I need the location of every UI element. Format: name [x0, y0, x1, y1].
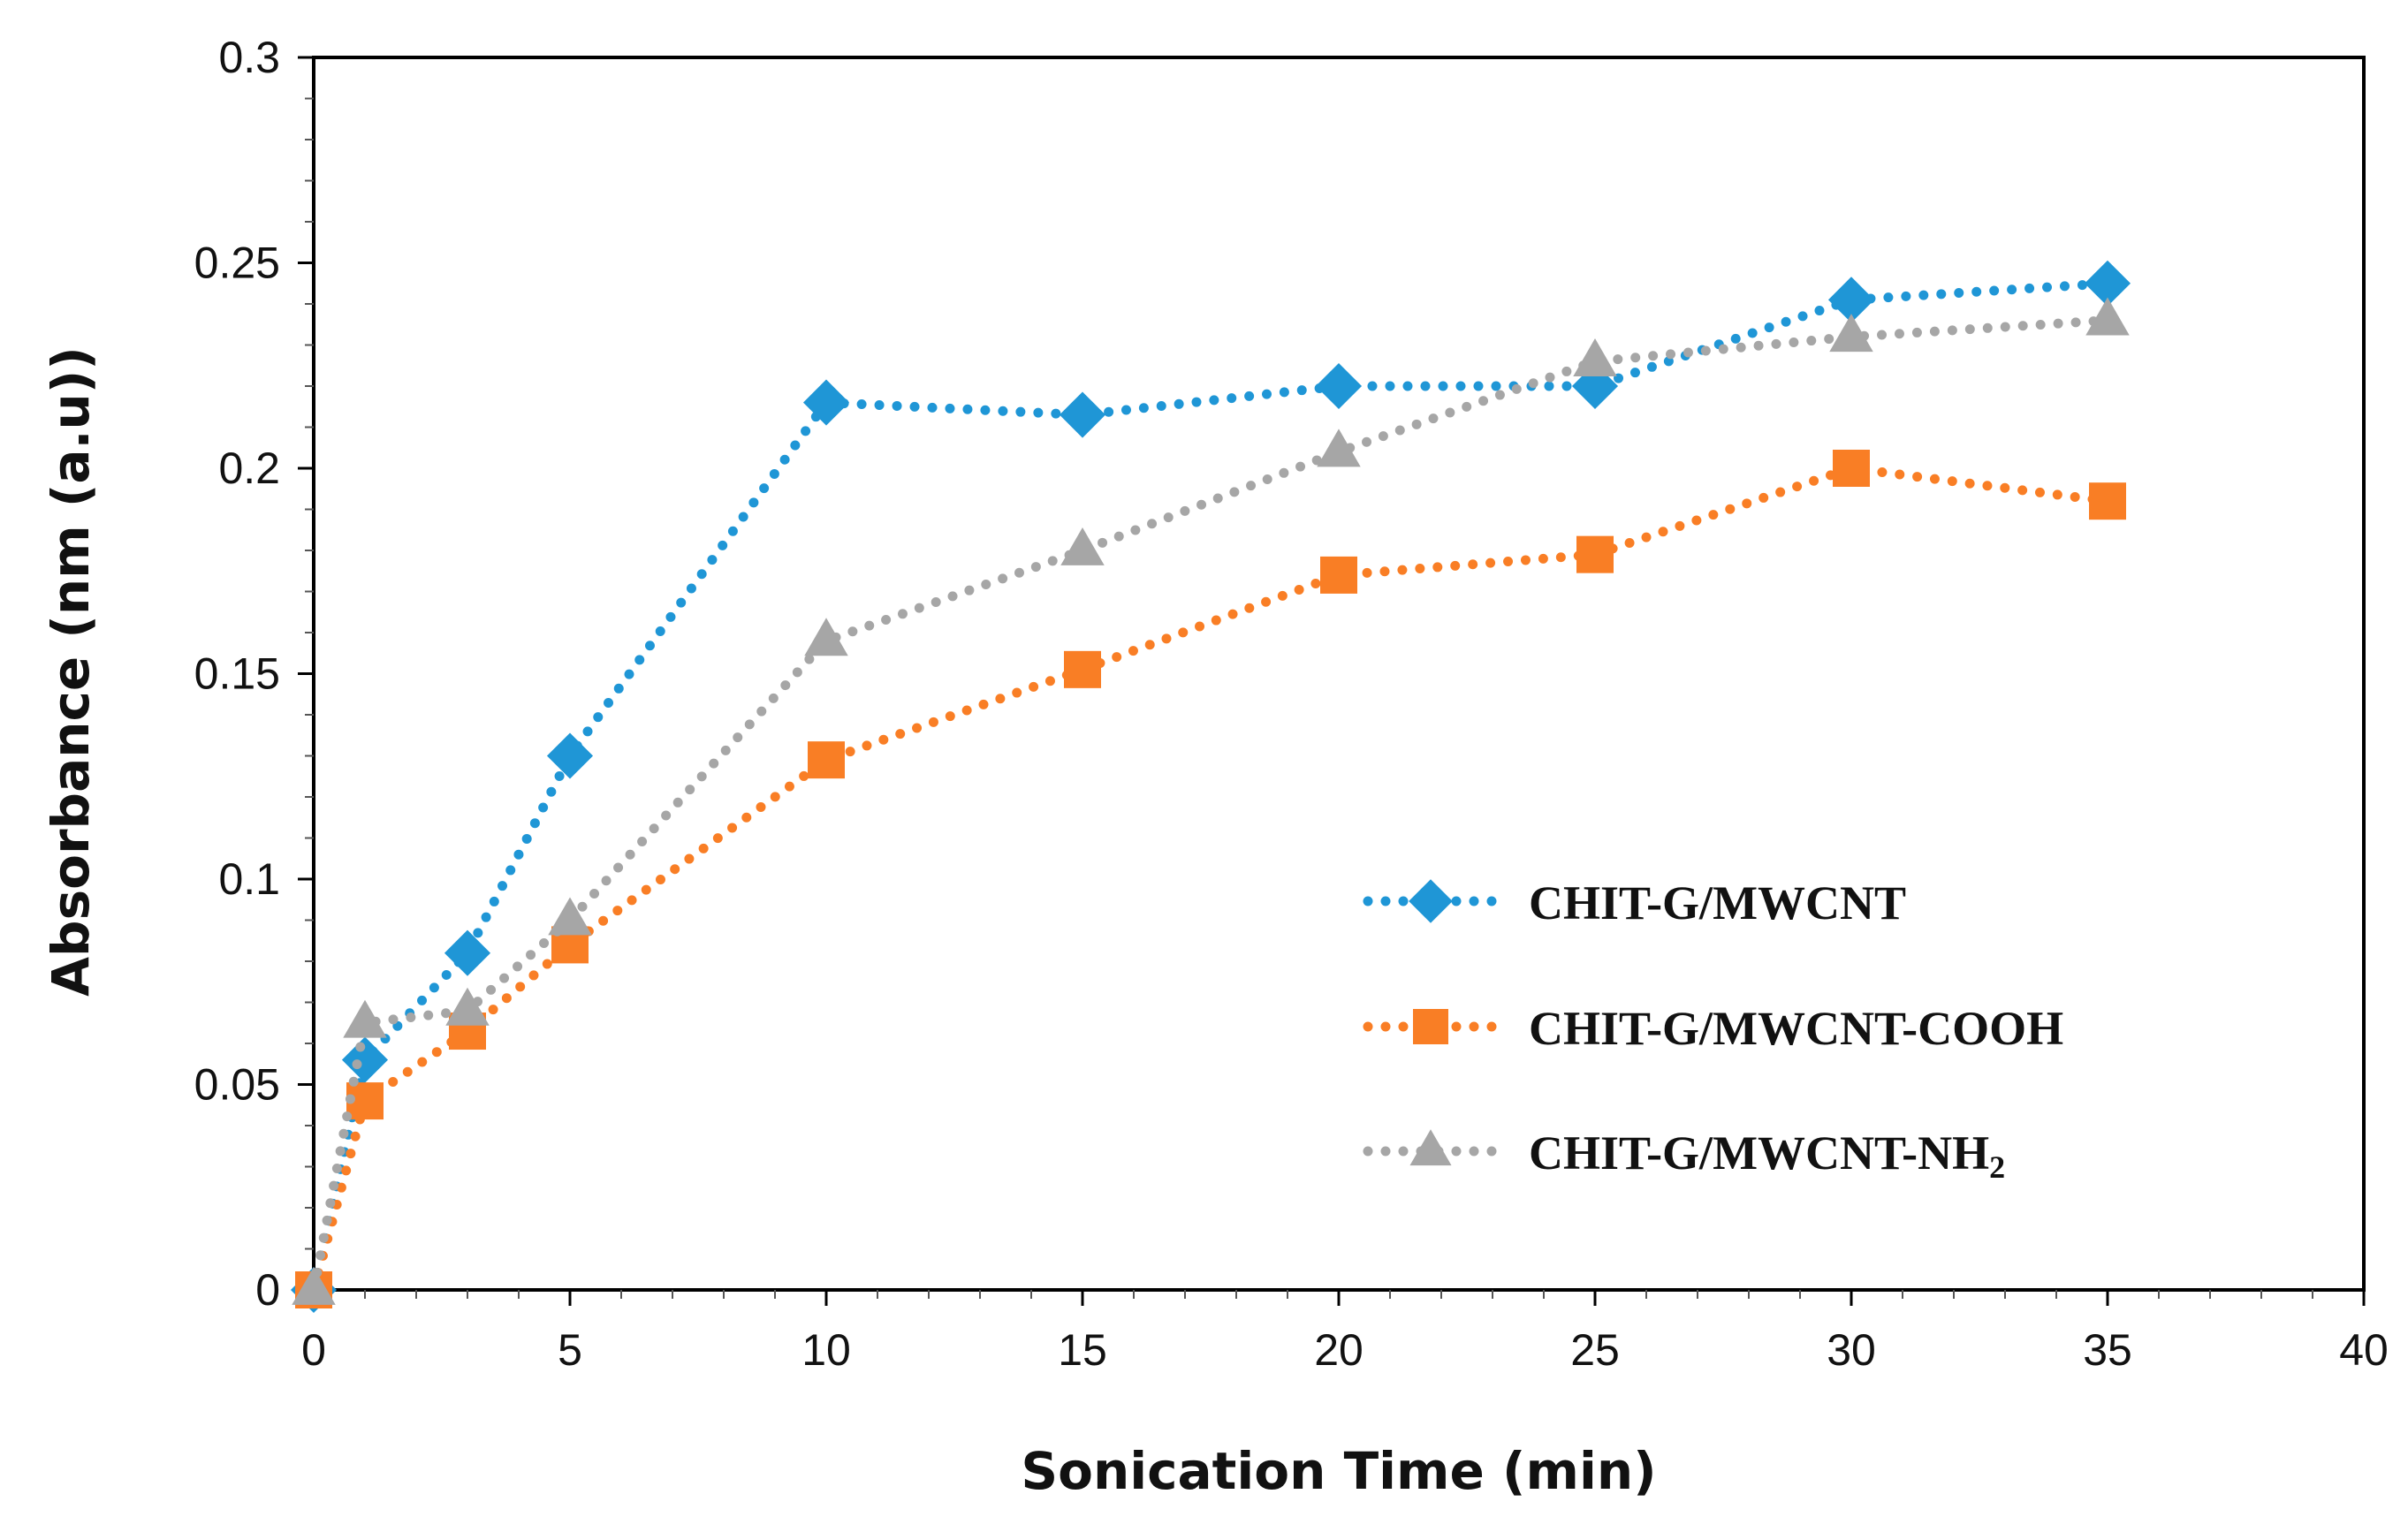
data-point	[1573, 338, 1617, 377]
data-point	[343, 999, 387, 1038]
legend: CHIT-G/MWCNT CHIT-G/MWCNT-COOH CHIT-G/MWCN…	[1363, 876, 2063, 1185]
series-layer	[290, 260, 2131, 1314]
data-point	[1064, 650, 1101, 688]
legend-item: CHIT-G/MWCNT-NH2	[1363, 1126, 2005, 1185]
x-tick-label: 25	[1570, 1325, 1620, 1375]
data-point	[1320, 556, 1357, 594]
data-point	[1829, 314, 1873, 353]
plot-area	[312, 56, 2366, 1292]
y-axis-title: Absorbance (nm (a.u))	[41, 346, 101, 997]
legend-marker	[1409, 1129, 1452, 1166]
series-3	[292, 297, 2130, 1305]
y-tick-label: 0.25	[194, 239, 280, 288]
data-point	[808, 741, 845, 779]
x-axis-title: Sonication Time (min)	[1021, 1441, 1656, 1501]
data-point	[1576, 535, 1614, 573]
data-point	[1059, 391, 1106, 438]
y-tick-label: 0.1	[218, 854, 280, 904]
series-1	[290, 260, 2131, 1314]
y-tick-label: 0	[255, 1265, 280, 1315]
series-line	[308, 278, 2113, 1295]
x-tick-label: 15	[1058, 1325, 1107, 1375]
legend-item: CHIT-G/MWCNT	[1363, 876, 1906, 929]
data-point	[2085, 297, 2130, 336]
legend-marker	[1413, 1009, 1448, 1044]
legend-subscript: 2	[1989, 1149, 2005, 1185]
y-tick-label: 0.15	[194, 649, 280, 699]
x-tick-label: 35	[2083, 1325, 2132, 1375]
y-axis-ticks: 0 0.05 0.1 0.15 0.2 0.25 0.3	[194, 33, 314, 1315]
legend-item: CHIT-G/MWCNT-COOH	[1363, 1002, 2063, 1055]
x-tick-label: 5	[558, 1325, 582, 1375]
y-tick-label: 0.3	[218, 33, 280, 82]
data-point	[341, 1036, 389, 1083]
minor-ticks	[305, 97, 2313, 1299]
data-point	[548, 897, 592, 936]
data-point	[1315, 362, 1363, 410]
data-point	[1317, 429, 1361, 467]
data-point	[444, 929, 491, 976]
legend-label: CHIT-G/MWCNT-COOH	[1529, 1002, 2063, 1055]
x-tick-label: 30	[1827, 1325, 1876, 1375]
legend-label: CHIT-G/MWCNT	[1529, 876, 1906, 929]
series-line	[308, 315, 2113, 1295]
data-point	[2084, 260, 2131, 307]
series-line	[308, 463, 2113, 1295]
legend-label: CHIT-G/MWCNT-NH2	[1529, 1126, 2005, 1185]
y-tick-label: 0.2	[218, 444, 280, 493]
data-point	[2089, 482, 2126, 520]
y-tick-label: 0.05	[194, 1060, 280, 1110]
x-tick-label: 20	[1314, 1325, 1364, 1375]
legend-marker	[1409, 879, 1453, 923]
data-point	[1060, 527, 1105, 565]
data-point	[546, 732, 594, 779]
x-tick-label: 40	[2339, 1325, 2389, 1375]
data-point	[1571, 362, 1619, 410]
data-point	[1827, 277, 1875, 323]
data-point	[1833, 450, 1870, 487]
x-tick-label: 0	[301, 1325, 326, 1375]
data-point	[292, 1266, 336, 1305]
data-point	[445, 987, 490, 1026]
x-axis-ticks: 0 5 10 15 20 25 30 35 40	[301, 1290, 2389, 1375]
x-tick-label: 10	[801, 1325, 851, 1375]
data-point	[804, 618, 848, 656]
data-point	[802, 379, 850, 426]
